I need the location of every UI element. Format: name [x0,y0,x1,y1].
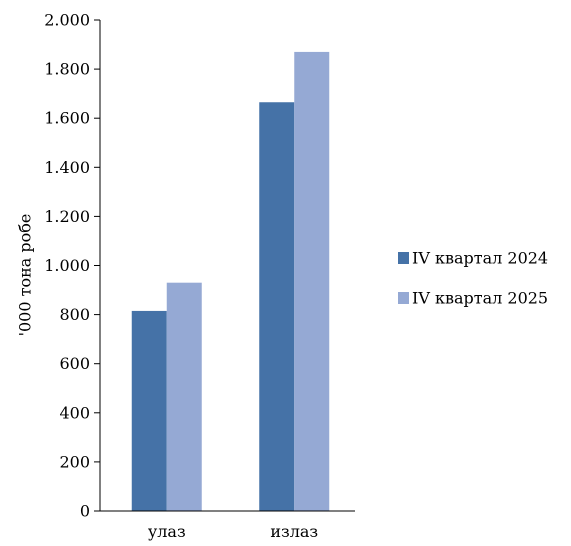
legend: IV квартал 2024 IV квартал 2025 [398,249,548,308]
y-tick-label: 200 [59,452,90,471]
y-tick-label: 1.000 [44,256,90,275]
legend-swatch [398,252,409,264]
y-tick-label: 1.400 [44,158,90,177]
y-axis-ticks: 0 200 400 600 800 1.000 1.200 1.400 1.600 1.800 2.… [44,11,100,521]
bar-series-2024-0 [131,310,167,511]
bar-series-2025-1 [294,51,330,511]
y-tick-label: 0 [80,502,90,521]
x-tick-label: улаз [148,522,186,541]
bars [131,51,330,512]
x-tick-label: излаз [270,522,318,541]
y-tick-label: 1.600 [44,109,90,128]
bar-series-2024-1 [259,102,295,512]
bar-series-2025-0 [166,282,202,511]
y-tick-label: 600 [59,354,90,373]
y-tick-label: 1.800 [44,60,90,79]
y-axis-title: '000 тона робе [16,214,35,337]
legend-label: IV квартал 2024 [412,249,548,268]
y-tick-label: 800 [59,305,90,324]
y-tick-label: 400 [59,403,90,422]
legend-label: IV квартал 2025 [412,289,548,308]
y-tick-label: 2.000 [44,11,90,30]
legend-swatch [398,292,409,304]
y-tick-label: 1.200 [44,207,90,226]
x-axis-ticks: улаз излаз [148,522,318,541]
